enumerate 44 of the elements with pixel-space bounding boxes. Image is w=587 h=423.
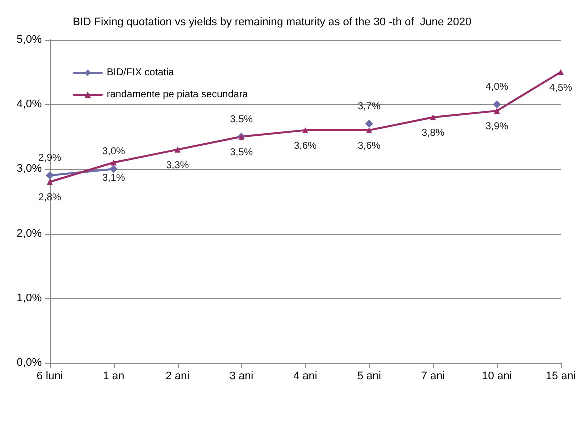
point	[174, 146, 181, 153]
point	[558, 69, 564, 76]
legend-label: BID/FIX cotatia	[107, 68, 175, 78]
data-label: 3,8%	[422, 128, 445, 140]
legend-label: randamente pe piata secundara	[107, 90, 249, 100]
x-tick-label: 7 ani	[421, 370, 446, 382]
x-tick-label: 10 ani	[482, 370, 512, 382]
data-label: 3,5%	[230, 147, 254, 158]
data-label: 3,6%	[358, 140, 381, 152]
point	[365, 120, 374, 128]
point	[110, 165, 118, 174]
y-tick-label: 1,0%	[16, 292, 42, 304]
data-label: 2,8%	[38, 192, 62, 204]
x-tick-label: 15 ani	[546, 370, 576, 382]
x-tick-label: 2 ani	[166, 370, 190, 382]
data-label: 3,6%	[294, 140, 318, 152]
point	[366, 127, 372, 134]
x-tick-label: 6 luni	[36, 370, 64, 382]
data-label: 3,1%	[102, 173, 126, 184]
x-tick-label: 5 ani	[357, 370, 382, 382]
point	[110, 160, 117, 166]
y-tick-label: 5,0%	[16, 34, 42, 46]
point	[493, 100, 502, 109]
data-label: 3,9%	[486, 122, 509, 133]
point	[46, 172, 54, 180]
point	[47, 179, 53, 186]
x-tick-label: 4 ani	[294, 370, 318, 382]
x-tick-label: 1 an	[103, 370, 125, 382]
data-label: 3,3%	[166, 160, 190, 172]
data-label: 3,0%	[102, 146, 126, 158]
data-label: 2,9%	[38, 153, 62, 164]
point	[494, 108, 500, 114]
point	[430, 114, 436, 121]
y-tick-label: 3,0%	[16, 163, 42, 176]
data-label: 3,5%	[230, 114, 254, 126]
data-label: 4,5%	[550, 82, 573, 94]
data-label: 4,0%	[486, 82, 509, 94]
chart-title: BID Fixing quotation vs yields by remaining maturity as of the 30 -th of June 2020	[73, 16, 472, 28]
data-label: 3,7%	[358, 101, 381, 112]
y-tick-label: 4,0%	[16, 98, 42, 111]
x-tick-label: 3 ani	[230, 370, 254, 382]
y-tick-label: 0,0%	[16, 357, 42, 369]
point	[302, 127, 309, 134]
y-tick-label: 2,0%	[16, 228, 42, 240]
